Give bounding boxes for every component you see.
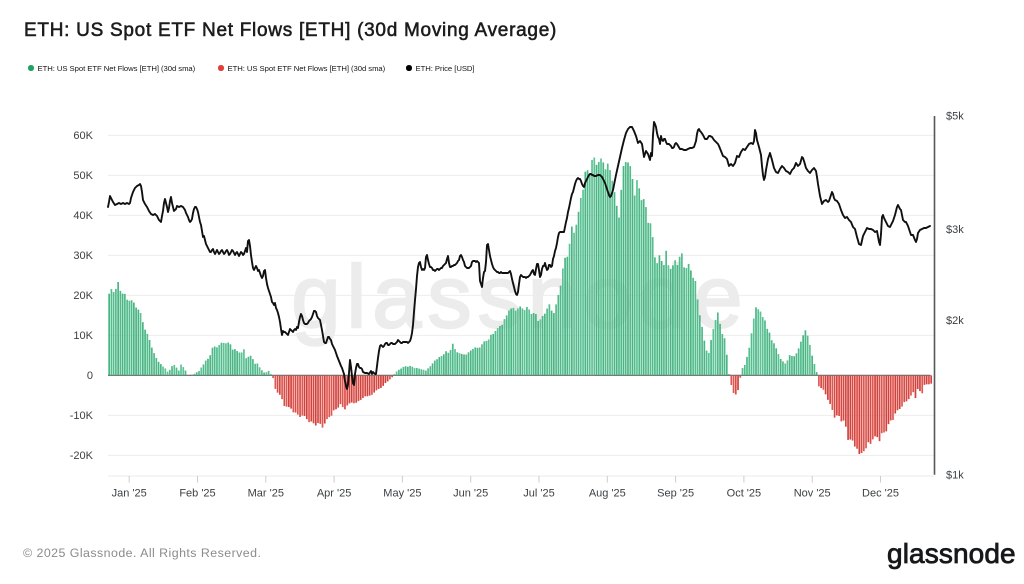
svg-text:10K: 10K	[73, 330, 93, 342]
svg-text:Mar '25: Mar '25	[248, 488, 284, 500]
svg-text:-10K: -10K	[70, 410, 94, 422]
svg-text:$3k: $3k	[946, 224, 964, 236]
svg-text:Apr '25: Apr '25	[317, 488, 352, 500]
svg-text:Dec '25: Dec '25	[862, 488, 899, 500]
svg-text:30K: 30K	[73, 250, 93, 262]
svg-text:Jun '25: Jun '25	[453, 488, 488, 500]
svg-text:$2k: $2k	[946, 315, 964, 327]
svg-text:60K: 60K	[73, 130, 93, 142]
svg-text:Aug '25: Aug '25	[589, 488, 626, 500]
svg-text:40K: 40K	[73, 210, 93, 222]
svg-text:May '25: May '25	[383, 488, 421, 500]
svg-text:Oct '25: Oct '25	[727, 488, 762, 500]
svg-text:$1k: $1k	[946, 470, 964, 482]
svg-text:50K: 50K	[73, 170, 93, 182]
svg-text:-20K: -20K	[70, 450, 94, 462]
svg-text:Sep '25: Sep '25	[657, 488, 694, 500]
svg-text:Jul '25: Jul '25	[523, 488, 554, 500]
svg-text:20K: 20K	[73, 290, 93, 302]
svg-text:Feb '25: Feb '25	[179, 488, 215, 500]
svg-text:Jan '25: Jan '25	[112, 488, 147, 500]
svg-text:$5k: $5k	[946, 110, 964, 122]
svg-text:Nov '25: Nov '25	[794, 488, 831, 500]
svg-text:0: 0	[87, 370, 93, 382]
